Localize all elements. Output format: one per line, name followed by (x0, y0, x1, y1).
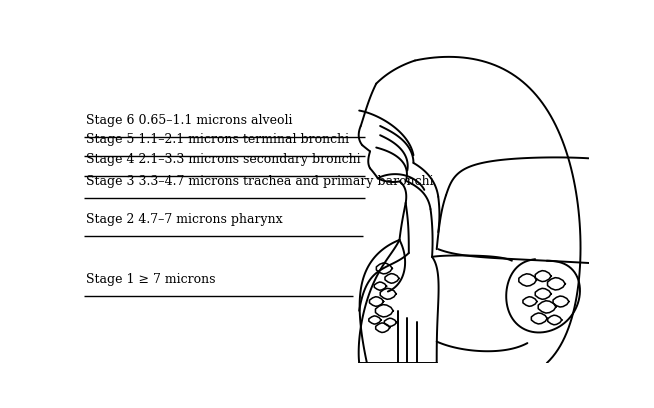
Text: Stage 3 3.3–4.7 microns trachea and primary baronchi: Stage 3 3.3–4.7 microns trachea and prim… (86, 175, 434, 188)
Text: Stage 2 4.7–7 microns pharynx: Stage 2 4.7–7 microns pharynx (86, 213, 283, 226)
Text: Stage 4 2.1–3.3 microns secondary bronchi: Stage 4 2.1–3.3 microns secondary bronch… (86, 153, 360, 166)
Text: Stage 6 0.65–1.1 microns alveoli: Stage 6 0.65–1.1 microns alveoli (86, 114, 292, 127)
Text: Stage 1 ≥ 7 microns: Stage 1 ≥ 7 microns (86, 273, 215, 286)
Text: Stage 5 1.1–2.1 microns terminal bronchi: Stage 5 1.1–2.1 microns terminal bronchi (86, 133, 349, 146)
